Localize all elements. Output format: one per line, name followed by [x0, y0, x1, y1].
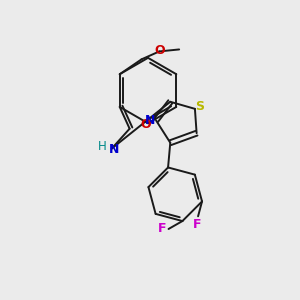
Text: O: O	[154, 44, 165, 57]
Text: N: N	[109, 143, 119, 156]
Text: N: N	[145, 114, 155, 127]
Text: O: O	[140, 118, 151, 131]
Text: S: S	[195, 100, 204, 113]
Text: F: F	[158, 223, 167, 236]
Text: F: F	[193, 218, 201, 231]
Text: H: H	[98, 140, 106, 153]
